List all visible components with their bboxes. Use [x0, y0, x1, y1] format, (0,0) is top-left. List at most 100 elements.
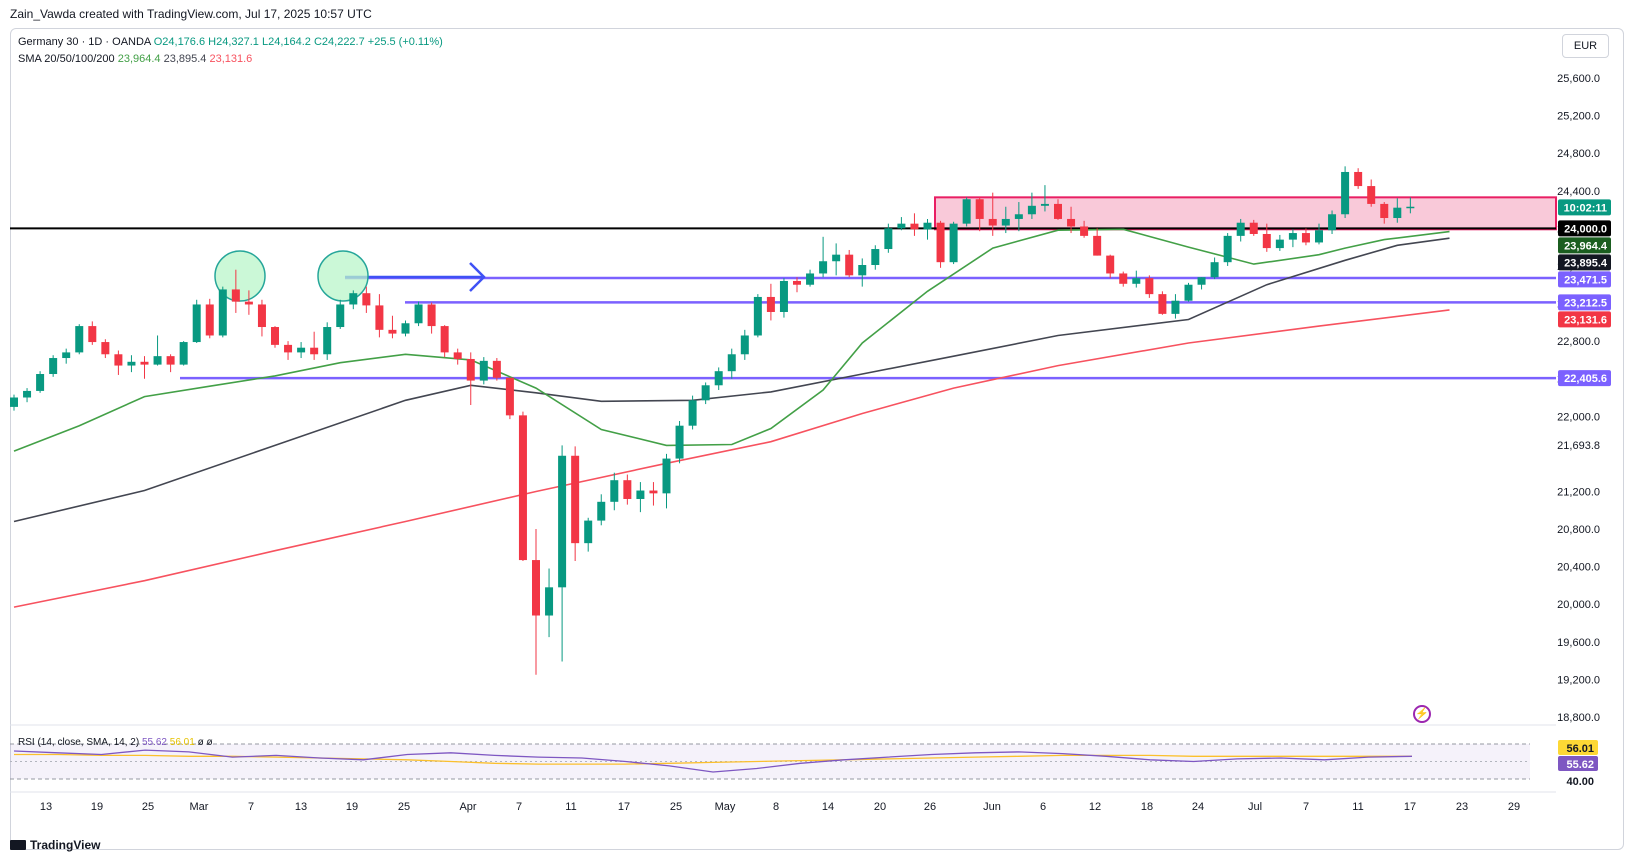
candle-body [1341, 171, 1350, 215]
currency-button[interactable]: EUR [1562, 34, 1609, 58]
candle-body [453, 352, 462, 359]
candle-body [179, 342, 188, 365]
candle-body [806, 273, 815, 285]
candle-body [1001, 218, 1010, 226]
candle-body [140, 361, 149, 365]
candle-body [1223, 235, 1232, 263]
candle-body [1014, 214, 1023, 219]
candle-body [1027, 205, 1036, 215]
x-tick-label: 23 [1456, 801, 1468, 813]
x-tick-label: 13 [295, 801, 307, 813]
candle-body [1197, 277, 1206, 285]
y-tick-label: 21,200.0 [1557, 486, 1600, 498]
sma50-line [13, 237, 1450, 523]
candle-body [688, 400, 697, 426]
candle-body [518, 415, 527, 561]
candle-body [1301, 233, 1310, 243]
lightning-icon[interactable]: ⚡ [1413, 705, 1431, 723]
candle-body [1184, 284, 1193, 301]
candle-body [114, 354, 123, 366]
y-tick-label: 19,600.0 [1557, 637, 1600, 649]
candle-body [884, 228, 893, 250]
x-tick-label: 6 [1040, 801, 1046, 813]
x-tick-label: Apr [459, 801, 476, 813]
candle-body [1145, 278, 1154, 295]
candle-body [479, 360, 488, 381]
x-tick-label: Jun [983, 801, 1001, 813]
candle-body [962, 199, 971, 224]
caption: Zain_Vawda created with TradingView.com,… [10, 7, 372, 21]
candle-body [675, 425, 684, 459]
y-tick-label: 25,200.0 [1557, 111, 1600, 123]
candle-body [466, 358, 475, 381]
candle-body [1119, 273, 1128, 284]
x-tick-label: May [715, 801, 736, 813]
chart-legend: Germany 30 · 1D · OANDA O24,176.6 H24,32… [18, 34, 443, 68]
candle-body [858, 265, 867, 276]
candle-body [923, 222, 932, 230]
candle-body [492, 360, 501, 378]
candle-body [440, 326, 449, 353]
x-tick-label: 18 [1141, 801, 1153, 813]
candle-body [1380, 203, 1389, 219]
rsi-label[interactable]: RSI (14, close, SMA, 14, 2) [18, 737, 140, 748]
candle-body [793, 280, 801, 285]
candle-body [1210, 262, 1219, 278]
rsi-tag-label: 55.62 [1566, 759, 1594, 771]
y-tick-label: 25,600.0 [1557, 73, 1600, 85]
sma-label[interactable]: SMA 20/50/100/200 [18, 53, 115, 65]
y-tick-label: 19,200.0 [1557, 674, 1600, 686]
x-tick-label: 17 [618, 801, 630, 813]
candle-body [310, 347, 319, 355]
candle-body [88, 326, 97, 343]
x-tick-label: 25 [142, 801, 154, 813]
candle-body [1406, 206, 1415, 209]
candle-body [1132, 278, 1141, 284]
candle-body [505, 377, 514, 416]
price-tag [1558, 294, 1611, 311]
price-tag [1558, 271, 1611, 288]
x-tick-label: 19 [346, 801, 358, 813]
candle-body [1236, 222, 1245, 236]
candle-body [753, 296, 762, 336]
candle-body [297, 347, 306, 353]
highlight-circle [317, 250, 369, 302]
y-tick-label: 24,800.0 [1557, 148, 1600, 160]
candle-body [832, 254, 841, 262]
candle-body [649, 490, 658, 494]
candle-body [36, 374, 45, 391]
x-tick-label: Mar [190, 801, 209, 813]
rsi-tag [1558, 773, 1598, 788]
x-tick-label: 24 [1192, 801, 1204, 813]
candle-body [819, 261, 828, 274]
candle-body [1171, 300, 1180, 314]
candle-body [127, 361, 136, 366]
candle-body [727, 354, 736, 372]
candle-body [375, 305, 384, 330]
price-tag-label: 23,964.4 [1564, 240, 1608, 252]
rsi-line [13, 749, 1413, 773]
candle-body [401, 323, 410, 334]
x-tick-label: 7 [248, 801, 254, 813]
price-tag-label: 24,000.0 [1564, 223, 1607, 235]
candle-body [75, 326, 84, 353]
candle-body [1262, 233, 1271, 249]
x-tick-label: 25 [670, 801, 682, 813]
candle-body [1249, 222, 1258, 234]
candle-body [244, 301, 253, 305]
x-tick-label: 12 [1089, 801, 1101, 813]
chart-frame[interactable] [10, 28, 1624, 850]
y-tick-label: 22,800.0 [1557, 336, 1600, 348]
symbol-label[interactable]: Germany 30 · 1D · OANDA [18, 36, 151, 48]
y-tick-label: 20,400.0 [1557, 562, 1600, 574]
candle-body [897, 223, 906, 229]
candle-body [558, 455, 567, 588]
price-tag-label: 22,405.6 [1564, 373, 1607, 385]
candle-body [766, 296, 775, 312]
x-tick-label: 7 [516, 801, 522, 813]
rsi-sma-value: 56.01 [169, 737, 195, 748]
x-tick-label: 19 [91, 801, 103, 813]
candle-body [714, 371, 723, 386]
y-tick-label: 21,693.8 [1557, 440, 1600, 452]
